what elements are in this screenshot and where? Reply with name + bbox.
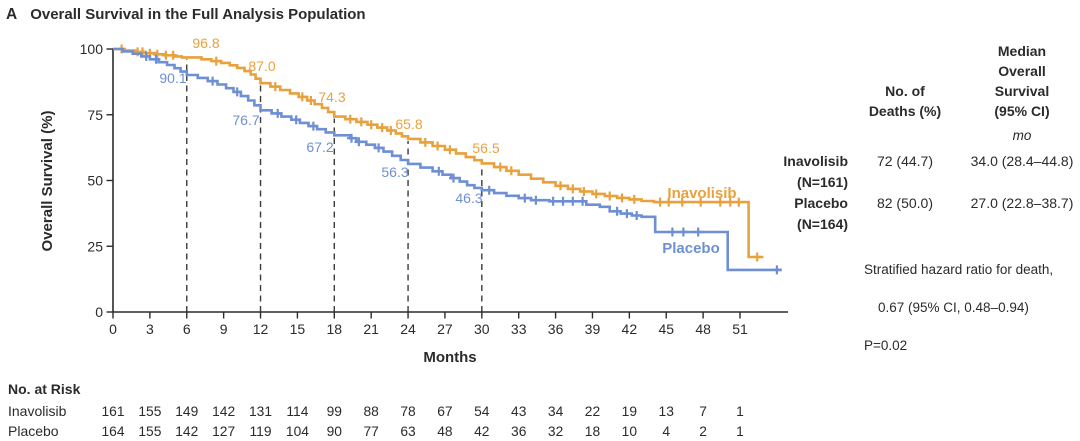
risk-value: 142: [212, 404, 235, 419]
risk-value: 63: [400, 424, 416, 439]
x-tick-label: 30: [474, 321, 490, 337]
x-tick-label: 0: [109, 321, 117, 337]
x-tick-label: 12: [253, 321, 269, 337]
x-tick-label: 21: [363, 321, 379, 337]
figure-title-text: Overall Survival in the Full Analysis Po…: [30, 6, 366, 23]
risk-value: 155: [138, 424, 161, 439]
risk-value: 77: [363, 424, 378, 439]
risk-value: 13: [659, 404, 675, 419]
figure-title: A Overall Survival in the Full Analysis P…: [6, 6, 366, 24]
p-value: P=0.02: [864, 338, 908, 353]
risk-value: 43: [511, 404, 527, 419]
placebo-landmark-label: 67.2: [306, 139, 333, 155]
placebo-deaths-value: 82 (50.0): [876, 195, 934, 211]
y-tick-label: 100: [80, 41, 104, 57]
x-tick-label: 45: [658, 321, 674, 337]
y-tick-label: 0: [95, 304, 103, 320]
risk-value: 67: [437, 404, 452, 419]
risk-row-label: Inavolisib: [8, 403, 67, 419]
risk-value: 32: [548, 424, 563, 439]
placebo-median-survival-value: 27.0 (22.8–38.7): [970, 195, 1074, 211]
x-tick-label: 9: [220, 321, 228, 337]
inavolisib-censor-marks: [117, 44, 762, 262]
median-survival-column-header: Median Overall Survival (95% CI): [994, 43, 1050, 119]
risk-value: 127: [212, 424, 235, 439]
risk-value: 142: [175, 424, 198, 439]
x-tick-label: 33: [511, 321, 527, 337]
x-tick-label: 39: [585, 321, 601, 337]
x-tick-label: 6: [183, 321, 191, 337]
unit-label: mo: [1012, 128, 1032, 143]
hazard-ratio-line1: Stratified hazard ratio for death,: [864, 262, 1054, 277]
x-tick-label: 42: [622, 321, 638, 337]
risk-value: 149: [175, 404, 198, 419]
placebo-landmark-label: 76.7: [232, 112, 259, 128]
x-tick-label: 48: [695, 321, 711, 337]
x-tick-label: 3: [146, 321, 154, 337]
risk-row-label: Placebo: [8, 423, 59, 439]
inavolisib-landmark-label: 96.8: [192, 35, 219, 51]
x-axis-title: Months: [423, 349, 476, 366]
placebo-curve-label: Placebo: [662, 240, 720, 257]
risk-value: 131: [249, 404, 272, 419]
x-tick-label: 18: [327, 321, 343, 337]
inavolisib-landmark-label: 74.3: [318, 89, 345, 105]
inavolisib-landmark-label: 65.8: [395, 116, 422, 132]
risk-value: 48: [437, 424, 453, 439]
risk-value: 19: [622, 404, 638, 419]
placebo-censor-marks: [141, 51, 782, 275]
y-tick-label: 50: [87, 173, 103, 189]
risk-value: 10: [622, 424, 638, 439]
x-tick-label: 51: [732, 321, 748, 337]
risk-value: 99: [327, 404, 343, 419]
risk-value: 155: [138, 404, 161, 419]
deaths-column-header: No. of Deaths (%): [868, 83, 942, 119]
risk-value: 4: [662, 424, 670, 439]
risk-value: 88: [363, 404, 379, 419]
risk-table-title: No. at Risk: [8, 381, 81, 397]
risk-value: 7: [699, 404, 707, 419]
placebo-landmark-label: 90.1: [159, 70, 186, 86]
inavolisib-landmark-label: 87.0: [248, 58, 275, 74]
inavolisib-landmark-label: 56.5: [472, 140, 499, 156]
hazard-ratio-line2: 0.67 (95% CI, 0.48–0.94): [878, 300, 1029, 315]
risk-value: 119: [250, 424, 272, 439]
risk-value: 1: [736, 404, 744, 419]
risk-value: 1: [736, 424, 744, 439]
placebo-landmark-label: 46.3: [455, 190, 482, 206]
risk-value: 22: [585, 404, 600, 419]
risk-value: 2: [699, 424, 707, 439]
risk-value: 18: [585, 424, 601, 439]
risk-value: 42: [474, 424, 489, 439]
risk-value: 36: [511, 424, 527, 439]
placebo-landmark-label: 56.3: [381, 164, 408, 180]
x-tick-label: 15: [290, 321, 306, 337]
inavolisib-curve-label: Inavolisib: [667, 185, 736, 202]
risk-value: 161: [101, 404, 124, 419]
hazard-ratio-note: Stratified hazard ratio for death, 0.67 …: [864, 241, 1080, 374]
y-axis-title: Overall Survival (%): [39, 111, 56, 252]
inavolisib-deaths-value: 72 (44.7): [876, 153, 934, 169]
risk-value: 54: [474, 404, 490, 419]
x-tick-label: 36: [548, 321, 564, 337]
risk-value: 114: [286, 404, 308, 419]
x-tick-label: 27: [437, 321, 453, 337]
risk-value: 90: [327, 424, 343, 439]
risk-value: 34: [548, 404, 564, 419]
x-tick-label: 24: [400, 321, 416, 337]
y-tick-label: 25: [87, 238, 103, 254]
risk-value: 78: [400, 404, 416, 419]
risk-value: 164: [101, 424, 124, 439]
y-tick-label: 75: [87, 107, 103, 123]
panel-letter: A: [6, 6, 18, 23]
risk-value: 104: [286, 424, 309, 439]
inavolisib-median-survival-value: 34.0 (28.4–44.8): [970, 153, 1074, 169]
